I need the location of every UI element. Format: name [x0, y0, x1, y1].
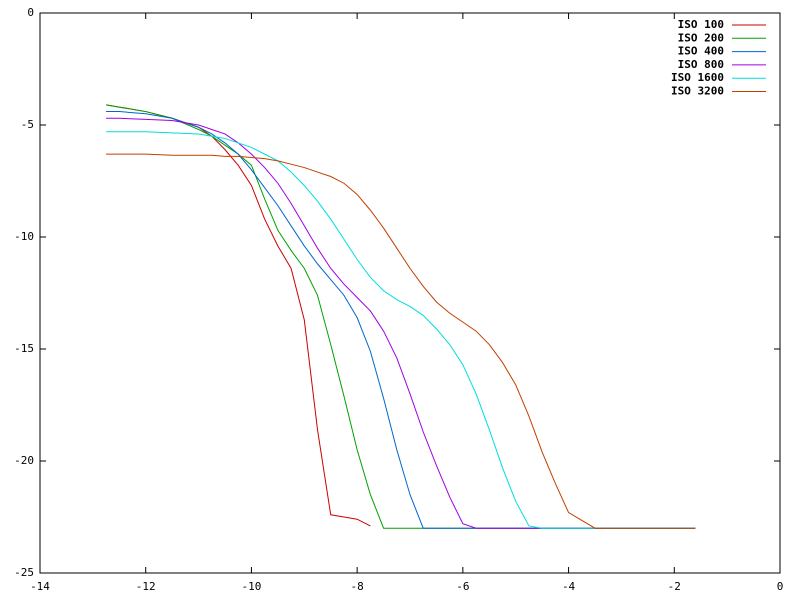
series-line	[106, 153, 696, 529]
x-tick-label: -4	[562, 580, 576, 593]
x-tick-label: -2	[668, 580, 681, 593]
y-tick-label: -15	[14, 342, 34, 355]
y-tick-label: -20	[14, 454, 34, 467]
series-line	[106, 111, 696, 529]
y-tick-label: -5	[21, 118, 34, 131]
x-tick-label: 0	[777, 580, 784, 593]
x-tick-label: -8	[351, 580, 364, 593]
series-line	[106, 131, 696, 529]
x-tick-label: -12	[136, 580, 156, 593]
legend-label: ISO 200	[678, 31, 724, 44]
plot-frame	[39, 12, 781, 574]
legend-label: ISO 1600	[671, 71, 724, 84]
legend-label: ISO 3200	[671, 85, 724, 98]
y-tick-label: -25	[14, 566, 34, 579]
x-tick-label: -10	[241, 580, 261, 593]
legend-label: ISO 800	[678, 58, 724, 71]
legend-label: ISO 400	[678, 45, 724, 58]
series-line	[106, 117, 696, 529]
y-tick-label: 0	[27, 6, 34, 19]
x-tick-label: -14	[30, 580, 50, 593]
legend-label: ISO 100	[678, 18, 724, 31]
x-tick-label: -6	[456, 580, 469, 593]
series-line	[105, 104, 371, 527]
y-tick-label: -10	[14, 230, 34, 243]
